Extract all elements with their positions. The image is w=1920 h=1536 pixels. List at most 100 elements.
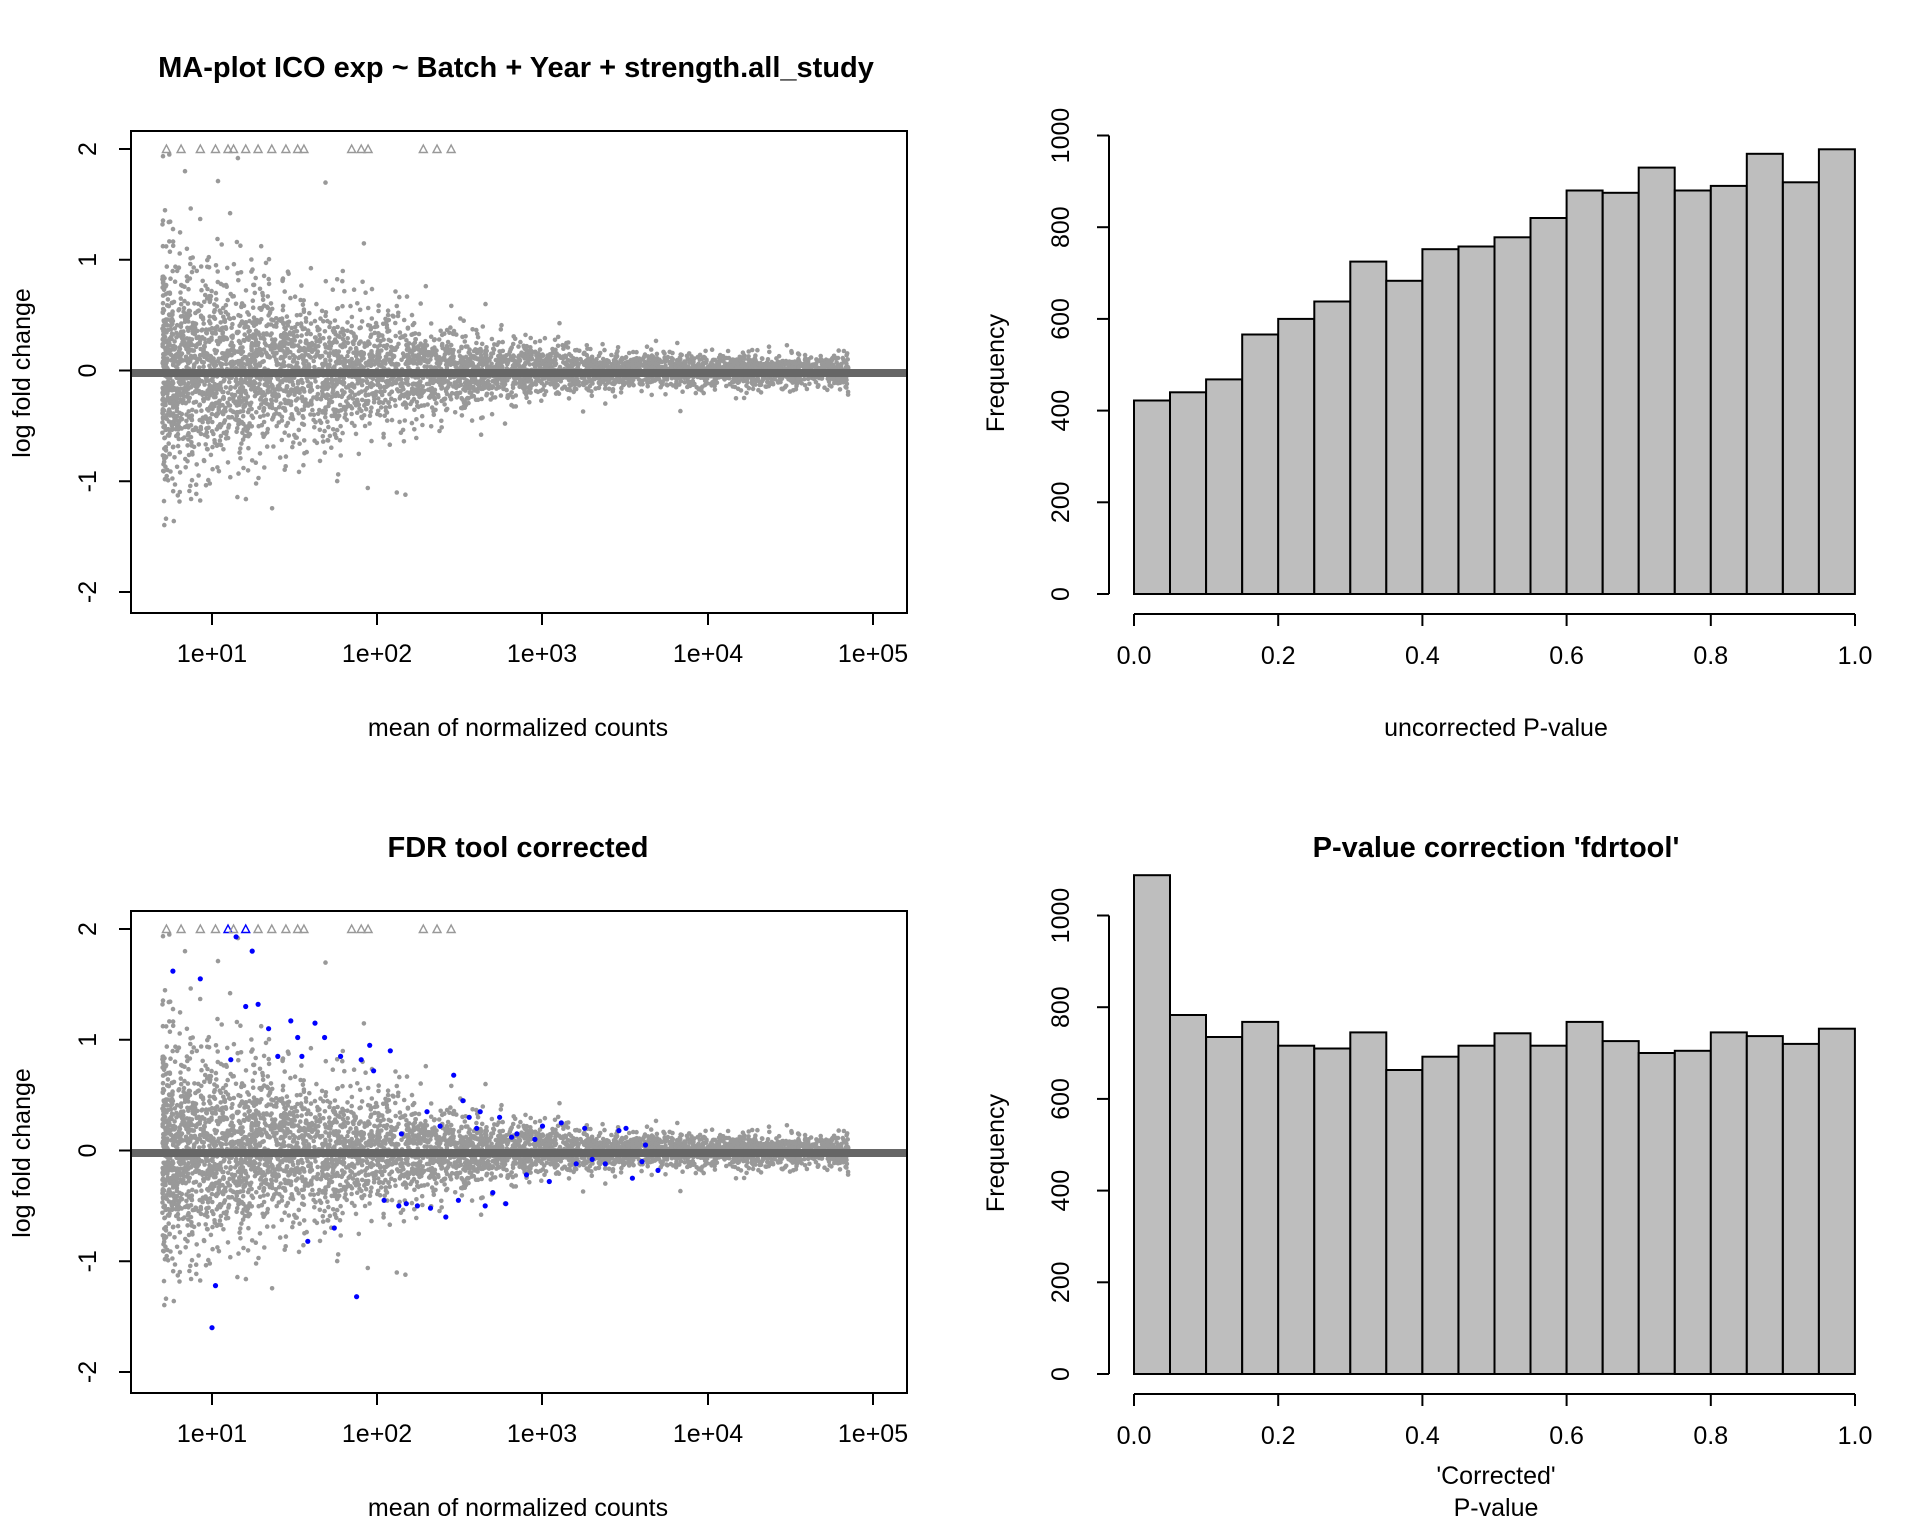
ma-point: [239, 388, 244, 394]
ma-point: [526, 357, 531, 363]
ma-point: [200, 419, 205, 425]
ma-point: [409, 420, 415, 426]
ma-point: [205, 286, 210, 292]
ma-point: [298, 297, 303, 303]
ma-point: [209, 335, 214, 341]
ma-point: [340, 278, 345, 284]
ma-point: [280, 320, 286, 325]
ma-point: [160, 392, 166, 397]
ma-point: [243, 288, 249, 293]
ma-point: [483, 301, 488, 307]
ma-point: [245, 324, 251, 330]
ma-point: [533, 388, 539, 394]
ma-point: [319, 308, 325, 314]
ma-point: [829, 384, 834, 389]
ma-point: [218, 433, 224, 439]
ma-point: [452, 410, 458, 415]
ma-point: [459, 413, 465, 418]
ma-point: [355, 301, 360, 306]
ma-point: [303, 319, 309, 324]
ma-point: [266, 276, 272, 282]
ma-point: [291, 440, 296, 445]
ma-point: [356, 451, 362, 457]
ma-point: [281, 388, 287, 394]
ma-point: [323, 361, 328, 367]
ma-point: [481, 358, 486, 364]
ma-point: [278, 356, 283, 361]
ma-point: [808, 355, 814, 360]
ma-point: [238, 446, 243, 451]
ma-point: [436, 337, 442, 342]
ma-point: [197, 498, 203, 503]
ma-point: [286, 398, 291, 404]
ma-point: [228, 408, 233, 413]
ma-point: [213, 263, 219, 268]
ma-point: [488, 354, 494, 360]
ma-point: [190, 342, 195, 348]
ma-point: [269, 506, 275, 511]
ma-point: [322, 329, 328, 334]
ma-point: [327, 397, 332, 403]
ma-point: [222, 377, 227, 383]
ma-point: [226, 403, 232, 408]
ma-point: [341, 382, 346, 387]
ma-point: [203, 483, 209, 488]
ma-point: [345, 320, 350, 325]
ma-point: [308, 383, 313, 389]
ma-point: [275, 384, 281, 389]
ma-point: [645, 384, 650, 389]
ma-point: [532, 339, 538, 345]
ma-point: [394, 490, 400, 495]
ma-point: [372, 324, 378, 330]
ma-point: [211, 314, 217, 320]
ma-point: [445, 339, 451, 345]
ma-point: [268, 344, 273, 350]
ma-point: [260, 290, 265, 296]
ma-point: [167, 219, 173, 224]
ma-point: [257, 414, 263, 420]
ma-point: [277, 455, 283, 460]
ma-point: [250, 380, 255, 386]
ma-point: [252, 358, 258, 364]
ma-point: [289, 364, 294, 370]
ma-point: [317, 427, 323, 433]
ma-point: [686, 351, 692, 356]
ma-point: [335, 472, 341, 477]
ma-point: [210, 466, 215, 472]
ma-point: [323, 350, 328, 355]
ma-point: [201, 321, 206, 326]
ma-point: [337, 360, 342, 366]
ma-point: [796, 352, 802, 357]
ma-point: [285, 346, 290, 352]
ma-point: [160, 293, 166, 298]
ma-point: [534, 360, 540, 366]
ma-point: [299, 333, 304, 338]
ma-point: [412, 407, 417, 413]
ma-point: [644, 344, 650, 350]
ma-point: [518, 339, 523, 345]
ma-point: [518, 382, 524, 387]
ma-point: [162, 476, 168, 482]
ma-point: [403, 492, 408, 498]
ma-point: [397, 419, 402, 425]
ma-point: [411, 320, 417, 326]
ma-point: [480, 386, 486, 392]
ma-point: [292, 294, 298, 300]
ma-point: [836, 348, 841, 353]
ma-point: [231, 293, 236, 299]
ma-point: [555, 334, 561, 340]
ma-point: [170, 243, 176, 249]
ma-point: [663, 392, 668, 397]
ma-point: [188, 483, 193, 489]
ma-point: [281, 359, 287, 365]
ma-point: [561, 360, 566, 365]
ma-point: [267, 354, 272, 360]
ma-point: [774, 363, 779, 369]
ma-point: [235, 270, 240, 276]
ma-point: [194, 462, 199, 467]
ma-point: [394, 303, 400, 309]
ma-point: [301, 357, 306, 363]
ma-point: [188, 496, 194, 502]
ma-point: [500, 339, 506, 345]
ma-point: [187, 488, 192, 494]
